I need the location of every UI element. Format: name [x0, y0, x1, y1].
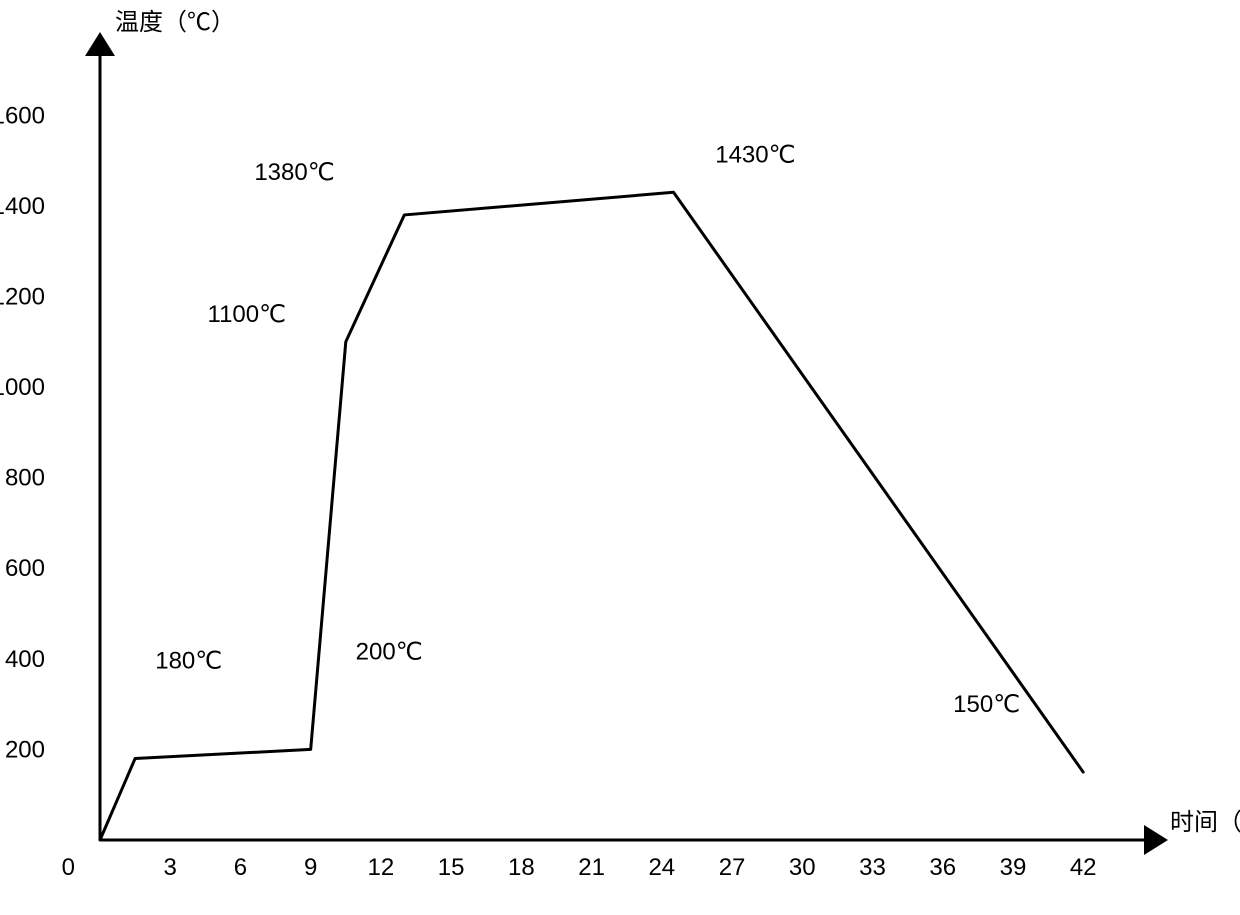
data-point-label: 1430℃ [715, 141, 795, 168]
x-tick-label: 24 [648, 854, 675, 881]
data-point-label: 1100℃ [208, 301, 287, 328]
x-tick-label: 12 [368, 854, 395, 881]
y-axis-label: 温度（℃） [115, 9, 235, 36]
x-tick-label: 21 [578, 854, 605, 881]
y-tick-label: 1000 [0, 374, 45, 401]
x-tick-label: 36 [929, 854, 956, 881]
x-tick-label: 27 [719, 854, 746, 881]
x-tick-label: 9 [304, 854, 317, 881]
x-tick-label: 18 [508, 854, 535, 881]
y-tick-zero: 0 [62, 854, 75, 881]
x-tick-label: 42 [1070, 854, 1097, 881]
x-tick-label: 30 [789, 854, 816, 881]
x-tick-label: 15 [438, 854, 465, 881]
x-tick-label: 33 [859, 854, 886, 881]
data-point-label: 1380℃ [254, 159, 334, 186]
y-tick-label: 600 [5, 555, 45, 582]
data-point-label: 200℃ [356, 638, 423, 665]
data-point-label: 180℃ [155, 647, 222, 674]
temperature-curve [100, 192, 1083, 840]
y-tick-label: 1200 [0, 283, 45, 310]
y-tick-label: 1600 [0, 102, 45, 129]
chart-svg: 温度（℃） 时间（min） 0 200 400 600 800 1000 1200 1400 160… [0, 0, 1240, 915]
x-tick-label: 39 [1000, 854, 1027, 881]
data-point-label: 150℃ [953, 691, 1020, 718]
x-tick-label: 6 [234, 854, 247, 881]
y-tick-label: 800 [5, 465, 45, 492]
x-tick-label: 3 [164, 854, 177, 881]
x-axis-label: 时间（min） [1170, 809, 1240, 836]
y-tick-label: 200 [5, 736, 45, 763]
temperature-time-chart: 温度（℃） 时间（min） 0 200 400 600 800 1000 1200 1400 160… [0, 0, 1240, 915]
y-tick-label: 400 [5, 646, 45, 673]
y-tick-label: 1400 [0, 193, 45, 220]
